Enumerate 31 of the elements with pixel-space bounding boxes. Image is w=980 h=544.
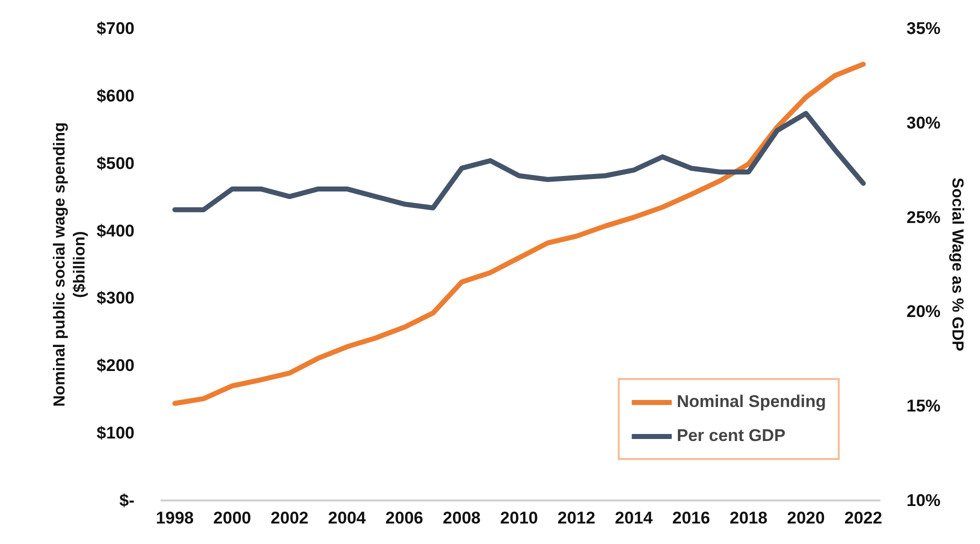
x-tick-label: 2010 [500,508,538,528]
x-tick-label: 2000 [213,508,252,528]
y-tick-label: $700 [96,19,135,38]
x-tick-label: 2012 [558,508,596,528]
y2-tick-label: 35% [906,19,941,38]
x-tick-label: 2002 [270,508,309,528]
x-tick-label: 2020 [787,508,825,528]
y2-tick-label: 15% [906,396,941,416]
x-tick-label: 2008 [442,508,481,528]
y-tick-label: $200 [96,356,135,376]
x-tick-label: 2006 [385,508,424,528]
x-tick-label: 2022 [844,508,882,528]
x-tick-label: 2014 [614,508,654,528]
y-tick-label: $600 [96,86,135,106]
legend-label: Per cent GDP [676,426,786,446]
y-tick-label: $300 [96,288,135,308]
x-tick-label: 2004 [328,508,366,528]
legend-label: Nominal Spending [676,392,826,412]
y-tick-label: $500 [96,154,135,173]
y2-axis-title: Social Wage as % GDP [948,178,966,352]
y2-tick-label: 10% [906,491,941,510]
y-tick-label: $100 [96,424,135,443]
x-tick-label: 1998 [156,508,194,528]
y2-tick-label: 30% [906,113,941,132]
y2-tick-label: 20% [906,302,941,322]
y2-tick-label: 25% [906,208,941,227]
y-tick-label: $- [119,491,135,510]
y-tick-label: $400 [96,221,135,240]
x-tick-label: 2016 [672,508,710,528]
x-tick-label: 2018 [730,508,768,528]
y-axis-title: Nominal public social wage spending ($billion) [51,122,89,407]
